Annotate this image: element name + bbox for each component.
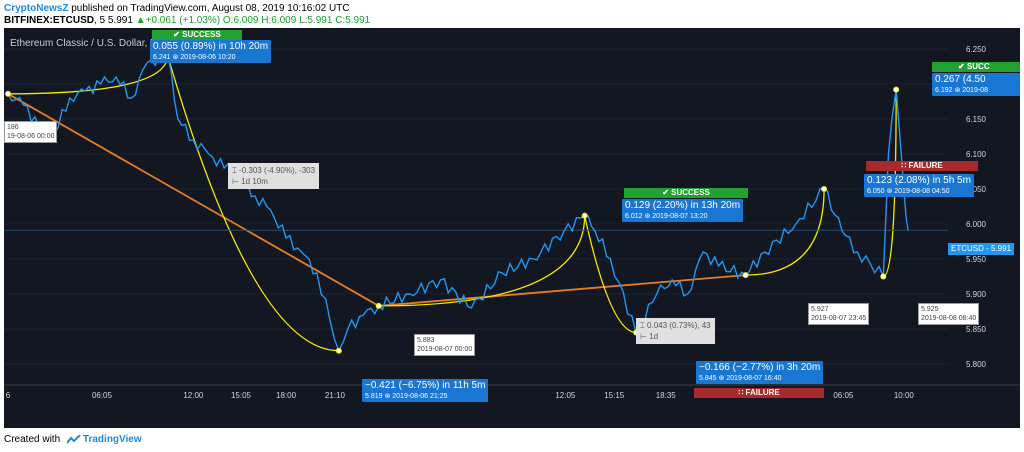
footer: Created with TradingView [4,434,142,445]
x-tick-label: 12:00 [183,391,204,400]
y-tick-label: 5.850 [966,325,987,334]
x-tick-label: 15:05 [231,391,252,400]
y-tick-label: 5.800 [966,360,987,369]
y-tick-label: 6.050 [966,185,987,194]
key-point [893,86,900,93]
y-tick-label: 6.250 [966,45,987,54]
last-price: 5.991 [107,15,133,26]
measure-change: −0.166 (−2.77%) in 3h 20m [699,362,821,373]
measure-detail: 5.819 ⊛ 2019-08-06 21:25 [365,393,448,400]
ruler-icon: ⌶ [640,321,648,330]
measure-change: 0.123 (2.08%) in 5h 5m [867,175,971,186]
symbol-name: BITFINEX:ETCUSD [4,15,94,26]
check-icon: ✔ [958,62,967,71]
x-tick-label: 12:05 [555,391,576,400]
measure-change: 0.055 (0.89%) in 10h 20m [153,41,269,52]
success-tag: ✔ SUCCESS [624,188,748,198]
created-with-text: Created with [4,434,61,445]
failure-tag: ∷ FAILURE [866,161,978,171]
measure-detail: 6.050 ⊛ 2019-08-08 04:50 [867,188,950,195]
measure-change: 0.129 (2.20%) in 13h 20m [625,200,741,211]
x-tick-label: 18:00 [276,391,297,400]
ohlc-values: O:6.009 H:6.009 L:5.991 C:5.991 [222,15,371,26]
interval: , 5 [94,15,106,26]
key-point [5,90,11,97]
point-label: 5.883 2019-08-07 00:00 [414,334,476,356]
key-point [821,186,828,192]
cross-icon: ∷ [738,388,746,397]
y-tick-label: 5.900 [966,290,987,299]
measure-detail: 6.192 ⊛ 2019-08 [935,87,988,94]
x-tick-label: 10:00 [894,391,915,400]
projection-curve [883,89,897,278]
x-tick-label: 15:15 [604,391,625,400]
publisher-name[interactable]: CryptoNewsZ [4,3,69,14]
tradingview-logo-icon [66,434,81,444]
measure-label[interactable]: 0.055 (0.89%) in 10h 20m 6.241 ⊛ 2019-08… [150,40,272,63]
failure-tag: ∷ FAILURE [694,388,824,398]
key-point [375,302,382,309]
projection-curve [166,55,339,352]
measure-label[interactable]: 0.267 (4.50 6.192 ⊛ 2019-08 [932,73,1020,96]
measure-label[interactable]: −0.421 (−6.75%) in 11h 5m 5.819 ⊛ 2019-0… [362,379,489,402]
point-label: 186 19-08-06 00:00 [4,121,58,143]
key-point [581,212,588,219]
measure-change: −0.421 (−6.75%) in 11h 5m [365,380,486,391]
x-tick-label: 06:05 [833,391,854,400]
check-icon: ✔ [173,30,183,39]
measure-label[interactable]: −0.166 (−2.77%) in 3h 20m 5.845 ⊛ 2019-0… [696,361,824,384]
x-tick-label: 06:05 [92,391,113,400]
publish-info: published on TradingView.com, August 08,… [68,3,350,14]
projection-curve [7,55,169,95]
last-price-tag: ETCUSD - 5.991 [948,243,1015,255]
trend-measure-label[interactable]: ⌶ 0.043 (0.73%), 43 ⊢ 1d [636,318,715,344]
tradingview-link[interactable]: TradingView [82,434,142,445]
projection-curve [584,215,637,334]
point-label: 5.927 2019-08-07 23:45 [808,303,870,325]
y-tick-label: 5.950 [966,255,987,264]
price-series-line [7,51,909,353]
success-tag: ✔ SUCC [932,62,1020,72]
range-icon: ⊢ [640,332,650,341]
projection-curve [378,215,586,307]
x-tick-label: 21:10 [325,391,346,400]
y-tick-label: 6.150 [966,115,987,124]
chart-area[interactable]: 6.2506.2006.1506.1006.0506.0005.9505.900… [4,28,1020,428]
y-tick-label: 6.100 [966,150,987,159]
y-tick-label: 6.000 [966,220,987,229]
ruler-icon: ⌶ [232,166,240,175]
x-tick-label: 6 [6,391,11,400]
publish-header: CryptoNewsZ published on TradingView.com… [4,3,350,14]
success-tag: ✔ SUCCESS [152,30,242,40]
price-change: +0.061 (+1.03%) [145,15,221,26]
up-arrow-icon: ▲ [135,15,146,26]
cross-icon: ∷ [901,161,909,170]
chart-title: Ethereum Classic / U.S. Dollar, 5, BITFI… [10,38,207,49]
range-icon: ⊢ [232,177,242,186]
trend-measure-label[interactable]: ⌶ -0.303 (-4.90%), -303 ⊢ 1d 10m [228,163,320,189]
price-chart[interactable]: 6.2506.2006.1506.1006.0506.0005.9505.900… [4,28,1020,428]
symbol-header: BITFINEX:ETCUSD, 5 5.991 ▲+0.061 (+1.03%… [4,15,370,26]
measure-detail: 6.012 ⊛ 2019-08-07 13:20 [625,213,708,220]
key-point [335,347,342,354]
x-tick-label: 18:35 [656,391,677,400]
key-point [880,273,887,280]
projection-curve [745,188,825,276]
measure-detail: 5.845 ⊛ 2019-08-07 16:40 [699,375,782,382]
measure-label[interactable]: 0.123 (2.08%) in 5h 5m 6.050 ⊛ 2019-08-0… [864,174,974,197]
measure-detail: 6.241 ⊛ 2019-08-06 10:20 [153,54,236,61]
measure-change: 0.267 (4.50 [935,74,986,85]
check-icon: ✔ [662,188,672,197]
key-point [742,272,749,279]
point-label: 5.925 2019-08-08 08:40 [918,303,980,325]
measure-label[interactable]: 0.129 (2.20%) in 13h 20m 6.012 ⊛ 2019-08… [622,199,744,222]
